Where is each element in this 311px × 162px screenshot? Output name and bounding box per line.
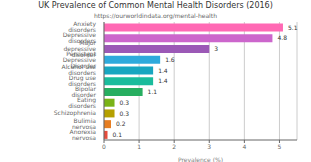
svg-text:3: 3 (207, 143, 211, 150)
svg-text:2: 2 (172, 143, 176, 150)
svg-text:0.2: 0.2 (116, 120, 126, 127)
svg-text:1.1: 1.1 (148, 88, 158, 95)
svg-text:Prevalence (%): Prevalence (%) (178, 156, 223, 162)
svg-text:0: 0 (102, 143, 106, 150)
svg-text:3: 3 (214, 45, 218, 52)
svg-text:Schizophrenia: Schizophrenia (54, 109, 97, 117)
svg-text:4: 4 (242, 143, 246, 150)
svg-text:PersistentDepressiveDisorder: PersistentDepressiveDisorder (63, 50, 97, 69)
svg-text:1.4: 1.4 (158, 77, 168, 84)
svg-text:5.1: 5.1 (288, 24, 298, 31)
svg-text:Anxietydisorders: Anxietydisorders (68, 20, 96, 33)
svg-text:0.3: 0.3 (120, 110, 130, 117)
svg-text:0.1: 0.1 (113, 131, 123, 138)
svg-text:0.3: 0.3 (120, 99, 130, 106)
svg-text:5: 5 (278, 143, 282, 150)
svg-text:1.4: 1.4 (158, 67, 168, 74)
svg-text:1.6: 1.6 (165, 56, 175, 63)
svg-text:Bulimianervosa: Bulimianervosa (72, 117, 96, 130)
svg-text:4.8: 4.8 (277, 34, 287, 41)
svg-text:1: 1 (137, 143, 141, 150)
